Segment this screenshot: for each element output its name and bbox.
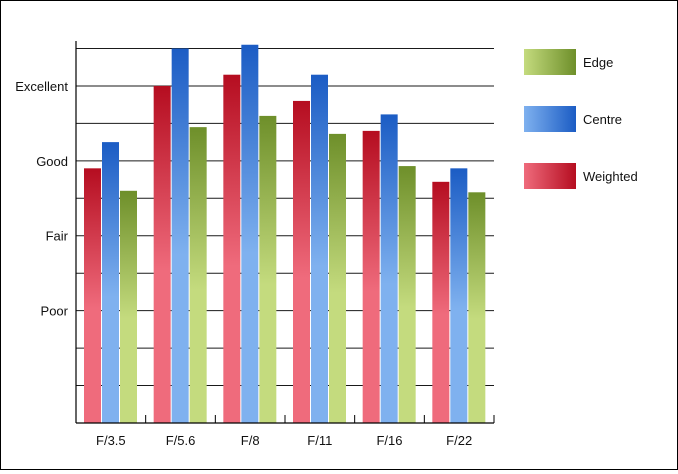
bar-weighted-f8 <box>223 74 241 424</box>
bar-centre-f22 <box>450 168 468 423</box>
bar-centre-f11 <box>311 74 328 424</box>
gridlines <box>76 47 494 387</box>
bar-edge-f11 <box>329 133 346 424</box>
bar-edge-f56 <box>189 127 207 423</box>
y-tick-label: Good <box>36 154 68 169</box>
legend-swatch <box>524 163 576 189</box>
bar-centre-f16 <box>380 114 398 423</box>
legend-item-centre: Centre <box>524 106 622 132</box>
bar-weighted-f35 <box>84 168 101 423</box>
bars <box>84 44 486 424</box>
bar-edge-f16 <box>398 166 416 423</box>
bar-centre-f35 <box>102 142 119 423</box>
bar-weighted-f11 <box>293 100 310 423</box>
x-tick-label: F/8 <box>241 433 260 448</box>
x-tick-label: F/5.6 <box>166 433 196 448</box>
y-tick-label: Poor <box>41 304 69 319</box>
legend-swatch <box>524 49 576 75</box>
bar-weighted-f16 <box>362 130 380 423</box>
legend: Edge Centre Weighted <box>524 49 638 189</box>
x-tick-label: F/22 <box>446 433 472 448</box>
legend-item-edge: Edge <box>524 49 613 75</box>
bar-edge-f8 <box>259 115 277 423</box>
x-tick-label: F/16 <box>376 433 402 448</box>
bar-weighted-f22 <box>432 181 450 423</box>
x-tick-label: F/3.5 <box>96 433 126 448</box>
x-tick-label: F/11 <box>307 433 332 448</box>
legend-label: Centre <box>583 112 622 127</box>
y-tick-label: Excellent <box>15 79 68 94</box>
legend-label: Weighted <box>583 169 638 184</box>
bar-centre-f8 <box>241 44 259 424</box>
y-tick-label: Fair <box>46 229 69 244</box>
legend-swatch <box>524 106 576 132</box>
axes <box>75 41 495 424</box>
bar-edge-f22 <box>468 192 486 423</box>
x-tick-labels: F/3.5 F/5.6 F/8 F/11 F/16 F/22 <box>96 433 472 448</box>
legend-label: Edge <box>583 55 613 70</box>
bar-centre-f56 <box>171 48 189 423</box>
legend-item-weighted: Weighted <box>524 163 638 189</box>
bar-edge-f35 <box>120 190 137 423</box>
y-tick-labels: Poor Fair Good Excellent <box>15 79 68 319</box>
bar-weighted-f56 <box>153 85 171 424</box>
